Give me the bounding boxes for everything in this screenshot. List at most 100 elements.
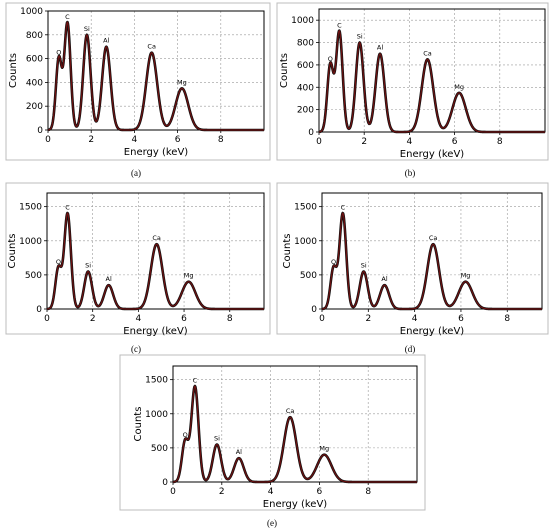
x-tick-label: 2 <box>88 135 94 145</box>
x-axis-label: Energy (keV) <box>123 326 188 337</box>
peak-label-al: Al <box>103 37 109 45</box>
peak-label-al: Al <box>377 44 383 52</box>
peak-label-mg: Mg <box>454 83 464 91</box>
eds-chart-d: 0 2 4 6 8 0 500 1000 1500 Energy (keV) Counts O C Si A… <box>276 182 549 337</box>
plot-area <box>47 10 265 131</box>
panel-label-c: (c) <box>131 344 141 354</box>
y-tick-label: 0 <box>162 478 168 488</box>
x-tick-label: 6 <box>452 137 458 147</box>
panel-c: 0 2 4 6 8 0 500 1000 1500 Energy (keV) Counts O C Si A… <box>0 180 272 358</box>
x-tick-label: 0 <box>316 137 322 147</box>
spectrum-curve <box>321 212 543 310</box>
spectrum-curve <box>46 212 265 310</box>
peak-label-c: C <box>65 13 70 21</box>
peak-label-o: O <box>328 55 333 63</box>
panel-frame <box>276 2 549 161</box>
y-tick-label: 1000 <box>19 237 42 247</box>
peak-label-si: Si <box>84 25 90 33</box>
x-tick-label: 8 <box>365 487 371 497</box>
y-tick-label: 0 <box>37 126 43 136</box>
y-tick-label: 200 <box>297 106 314 116</box>
x-tick-label: 2 <box>361 137 367 147</box>
peak-label-al: Al <box>236 448 242 456</box>
x-tick-label: 8 <box>497 137 503 147</box>
peak-label-al: Al <box>381 275 387 283</box>
peak-label-si: Si <box>357 33 363 41</box>
peak-label-c: C <box>193 376 198 384</box>
x-tick-label: 0 <box>44 314 50 324</box>
y-tick-label: 600 <box>26 55 43 65</box>
x-tick-label: 2 <box>219 487 225 497</box>
peak-label-mg: Mg <box>177 78 187 86</box>
peak-label-o: O <box>56 49 61 57</box>
panel-label-a: (a) <box>131 168 141 178</box>
y-tick-label: 1000 <box>294 237 317 247</box>
x-axis-label: Energy (keV) <box>263 499 328 510</box>
y-tick-label: 1500 <box>19 203 42 213</box>
panel-label-b: (b) <box>404 168 416 178</box>
eds-chart-c: 0 2 4 6 8 0 500 1000 1500 Energy (keV) Counts O C Si A… <box>5 182 271 337</box>
peak-label-o: O <box>56 258 61 266</box>
peak-label-o: O <box>183 431 188 439</box>
peak-label-ca: Ca <box>152 234 161 242</box>
x-tick-label: 2 <box>90 314 96 324</box>
peak-label-ca: Ca <box>286 407 295 415</box>
x-tick-label: 6 <box>175 135 181 145</box>
panel-e: 0 2 4 6 8 0 500 1000 1500 Energy (keV) Counts O C Si A… <box>117 352 427 532</box>
x-tick-label: 4 <box>268 487 274 497</box>
peak-label-si: Si <box>85 261 91 269</box>
spectrum-curve <box>318 29 546 133</box>
spectrum-curve <box>47 21 265 131</box>
y-tick-label: 400 <box>26 78 43 88</box>
y-tick-label: 500 <box>25 271 42 281</box>
y-tick-label: 600 <box>297 61 314 71</box>
x-tick-label: 4 <box>407 137 413 147</box>
eds-chart-b: 0 2 4 6 8 0 200 400 600 800 1000 Energy (keV) Counts… <box>276 2 549 161</box>
peak-label-c: C <box>337 21 342 29</box>
panel-d: 0 2 4 6 8 0 500 1000 1500 Energy (keV) Counts O C Si A… <box>275 180 550 358</box>
y-axis-label: Counts <box>8 53 19 88</box>
x-tick-label: 8 <box>227 314 233 324</box>
x-tick-label: 4 <box>132 135 138 145</box>
x-tick-label: 4 <box>136 314 142 324</box>
plot-area <box>321 192 543 310</box>
peak-label-mg: Mg <box>461 272 471 280</box>
peak-label-mg: Mg <box>184 272 194 280</box>
plot-area <box>318 8 546 133</box>
x-tick-label: 0 <box>170 487 176 497</box>
y-tick-label: 1000 <box>291 16 314 26</box>
y-tick-label: 800 <box>297 39 314 49</box>
peak-label-ca: Ca <box>147 43 156 51</box>
y-tick-label: 800 <box>26 31 43 41</box>
eds-chart-e: 0 2 4 6 8 0 500 1000 1500 Energy (keV) Counts O C Si A… <box>119 354 426 511</box>
y-tick-label: 400 <box>297 83 314 93</box>
y-tick-label: 1000 <box>145 410 168 420</box>
y-axis-label: Counts <box>7 234 18 269</box>
panel-label-d: (d) <box>404 344 416 354</box>
y-tick-label: 1500 <box>294 203 317 213</box>
y-tick-label: 1000 <box>20 7 43 17</box>
grid-lines <box>322 193 542 309</box>
panel-a: 0 2 4 6 8 0 200 400 600 800 1000 Energy (keV) Counts… <box>0 0 272 182</box>
y-tick-label: 0 <box>308 128 314 138</box>
peak-label-si: Si <box>214 434 220 442</box>
spectrum-curve <box>172 385 418 483</box>
y-tick-label: 1500 <box>145 376 168 386</box>
peak-label-ca: Ca <box>423 49 432 57</box>
y-tick-label: 0 <box>311 305 317 315</box>
peak-label-al: Al <box>106 275 112 283</box>
x-tick-label: 2 <box>365 314 371 324</box>
x-tick-label: 8 <box>218 135 224 145</box>
peak-label-si: Si <box>361 261 367 269</box>
peak-label-o: O <box>331 258 336 266</box>
y-tick-label: 500 <box>151 444 168 454</box>
panel-frame <box>119 354 426 511</box>
x-tick-label: 6 <box>181 314 187 324</box>
peak-label-ca: Ca <box>429 234 438 242</box>
panel-frame <box>5 2 271 161</box>
y-axis-label: Counts <box>282 234 293 269</box>
x-tick-label: 6 <box>458 314 464 324</box>
x-tick-label: 0 <box>319 314 325 324</box>
x-tick-label: 4 <box>412 314 418 324</box>
y-tick-label: 200 <box>26 102 43 112</box>
